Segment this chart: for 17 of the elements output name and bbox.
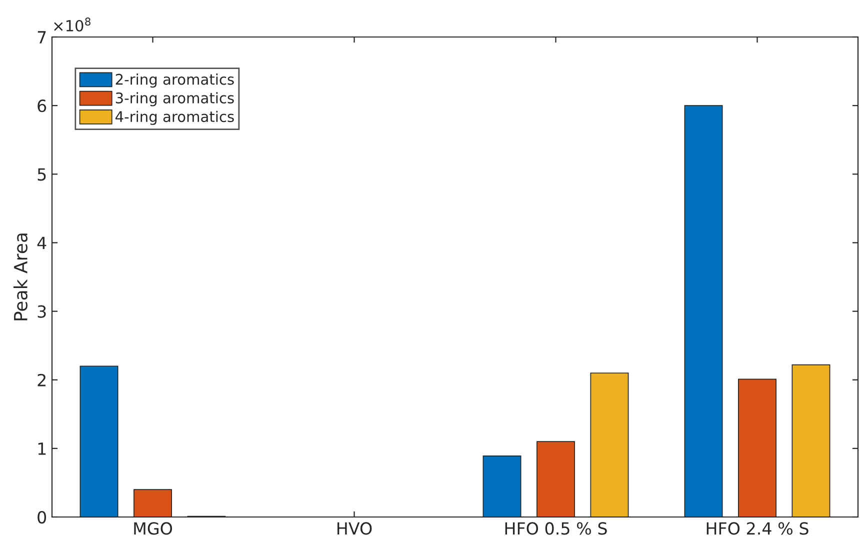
legend-label: 3-ring aromatics [116,92,234,106]
y-tick-label: 3 [38,305,46,318]
y-tick-label: 6 [38,100,46,112]
text: ×10$^{8}$ [54,18,90,32]
y-axis-title: Peak Area [14,234,28,320]
x-tick-label: MGO [134,522,172,535]
y-tick-label: 2 [38,374,46,386]
x-tick-label: HFO 0.5 % S [505,522,607,535]
x-tick-label: HFO 2.4 % S [706,522,808,535]
y-tick-label: 0 [38,510,46,524]
legend-label: 4-ring aromatics [116,110,234,125]
y-tick-label: 1 [38,442,46,455]
y-tick-label: 7 [38,31,46,44]
y-tick-label: 4 [37,236,46,250]
y-tick-label: 5 [38,168,46,181]
legend-label: 2-ring aromatics [116,74,234,88]
x-tick-label: HVO [338,522,372,535]
